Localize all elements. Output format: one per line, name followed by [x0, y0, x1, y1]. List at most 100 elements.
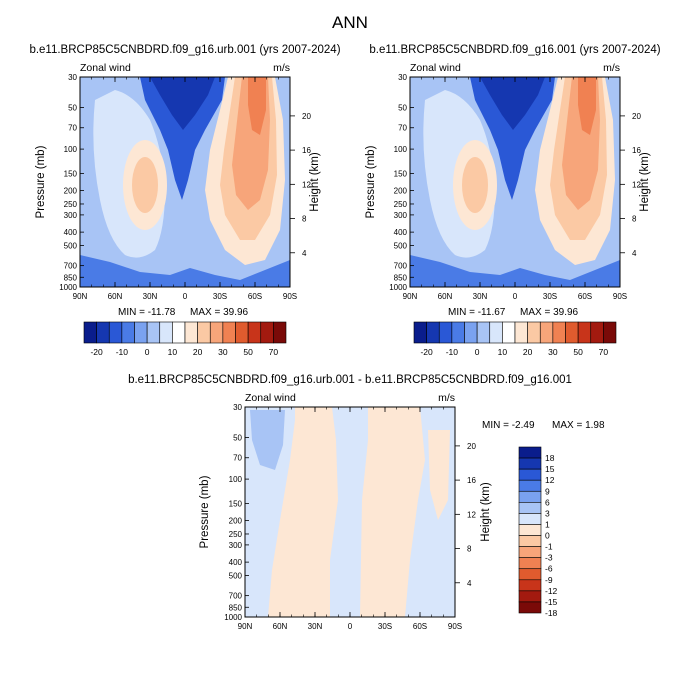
y-tick-right-label: 8	[467, 545, 472, 554]
panel-difference: b.e11.BRCP85C5CNBDRD.f09_g16.urb.001 - b…	[128, 374, 605, 631]
y-axis-label-right: Height (km)	[639, 152, 651, 212]
colorbar-box	[489, 321, 503, 344]
colorbar-label: 10	[168, 347, 178, 357]
x-tick-label: 60S	[248, 292, 262, 301]
y-tick-right-label: 4	[632, 249, 637, 258]
y-ticks-right: 20 16 12 8 4	[620, 112, 641, 258]
colorbar-label: 70	[269, 347, 279, 357]
x-tick-label: 60N	[273, 622, 288, 631]
y-tick-label: 850	[229, 603, 243, 612]
colorbar-label: 18	[545, 453, 555, 463]
colorbar-box	[518, 513, 542, 525]
colorbar-box	[518, 502, 542, 514]
colorbar-label: 10	[498, 347, 508, 357]
x-tick-label: 60N	[108, 292, 123, 301]
y-tick-right-label: 12	[632, 180, 641, 189]
x-tick-label: 60S	[413, 622, 427, 631]
contour-easterly-core	[470, 77, 555, 200]
contour-positive-sh	[368, 407, 420, 617]
y-tick-label: 30	[68, 73, 77, 82]
colorbar-box	[527, 321, 541, 344]
colorbar-box	[518, 535, 542, 547]
colorbar-box	[146, 321, 161, 344]
contour-plot	[244, 406, 456, 618]
contour-surface-easterly	[80, 255, 290, 287]
colorbar: -20 -10 0 10 20 30 50 70	[83, 321, 287, 357]
y-tick-label: 50	[68, 104, 77, 113]
x-tick-label: 90S	[283, 292, 297, 301]
colorbar-label: 50	[573, 347, 583, 357]
colorbar-box	[96, 321, 110, 344]
contour-easterly-max	[150, 77, 215, 130]
panel-title: b.e11.BRCP85C5CNBDRD.f09_g16.urb.001 (yr…	[29, 44, 340, 56]
contour-sh-jet-4	[578, 77, 596, 135]
colorbar-label: -10	[116, 347, 129, 357]
colorbar: -20 -10 0 10 20 30 50 70	[413, 321, 617, 357]
contour-easterly-max	[480, 77, 545, 130]
colorbar-box	[451, 321, 465, 344]
colorbar-box	[518, 568, 542, 581]
colorbar-box	[209, 321, 224, 344]
colorbar-box	[565, 321, 579, 344]
colorbar-box	[518, 446, 542, 459]
y-tick-label: 400	[394, 228, 408, 237]
colorbar-box	[518, 479, 542, 492]
x-tick-label: 90N	[73, 292, 88, 301]
panel-subtitle-right: m/s	[603, 62, 620, 74]
colorbar-box	[172, 321, 186, 344]
y-tick-label: 100	[229, 475, 243, 484]
colorbar-label: -9	[545, 575, 553, 585]
colorbar-label: 1	[545, 519, 550, 529]
contour-plot	[79, 76, 291, 288]
colorbar-box	[273, 321, 287, 344]
x-tick-label: 90S	[613, 292, 627, 301]
panel-urb: b.e11.BRCP85C5CNBDRD.f09_g16.urb.001 (yr…	[29, 44, 340, 357]
colorbar-box	[590, 321, 604, 344]
colorbar-box	[464, 321, 478, 344]
colorbar-label: -20	[90, 347, 103, 357]
colorbar-box	[518, 590, 542, 603]
page-title: ANN	[332, 13, 368, 32]
y-ticks-right: 20 16 12 8 4	[455, 442, 476, 588]
colorbar-label: 12	[545, 475, 555, 485]
y-tick-label: 30	[233, 403, 242, 412]
colorbar-box	[413, 321, 427, 344]
colorbar-label: 0	[545, 531, 550, 541]
colorbar-label: 30	[218, 347, 228, 357]
colorbar-label: 6	[545, 497, 550, 507]
contour-surface-easterly	[410, 255, 620, 287]
colorbar-label: 15	[545, 464, 555, 474]
colorbar-label: 30	[548, 347, 558, 357]
colorbar-label: 20	[193, 347, 203, 357]
y-tick-label: 200	[229, 517, 243, 526]
y-tick-label: 70	[233, 454, 242, 463]
y-tick-label: 700	[64, 262, 78, 271]
colorbar-box	[518, 524, 542, 536]
colorbar-label: -3	[545, 553, 553, 563]
colorbar-box	[518, 490, 542, 503]
colorbar-box	[184, 321, 198, 344]
x-ticks: 90N 60N 30N 0 30S 60S 90S	[403, 77, 627, 301]
y-tick-label: 50	[398, 104, 407, 113]
contour-easterly-core	[140, 77, 225, 200]
colorbar-box	[121, 321, 135, 344]
y-tick-label: 500	[64, 241, 78, 250]
colorbar-box	[83, 321, 97, 344]
x-tick-label: 90N	[238, 622, 253, 631]
colorbar-label: 50	[243, 347, 253, 357]
panel-title: b.e11.BRCP85C5CNBDRD.f09_g16.urb.001 - b…	[128, 374, 572, 386]
colorbar-label: -12	[545, 586, 558, 596]
contour-negative-tropics	[330, 407, 368, 617]
y-tick-right-label: 8	[302, 215, 307, 224]
colorbar-label: 0	[145, 347, 150, 357]
colorbar-box	[197, 321, 211, 344]
colorbar-box	[235, 321, 249, 344]
y-tick-right-label: 16	[632, 146, 641, 155]
panel-control: b.e11.BRCP85C5CNBDRD.f09_g16.001 (yrs 20…	[365, 44, 661, 357]
y-axis-label: Pressure (mb)	[365, 145, 377, 218]
contour-negative-nh-strong	[250, 410, 285, 470]
y-tick-label: 700	[394, 262, 408, 271]
